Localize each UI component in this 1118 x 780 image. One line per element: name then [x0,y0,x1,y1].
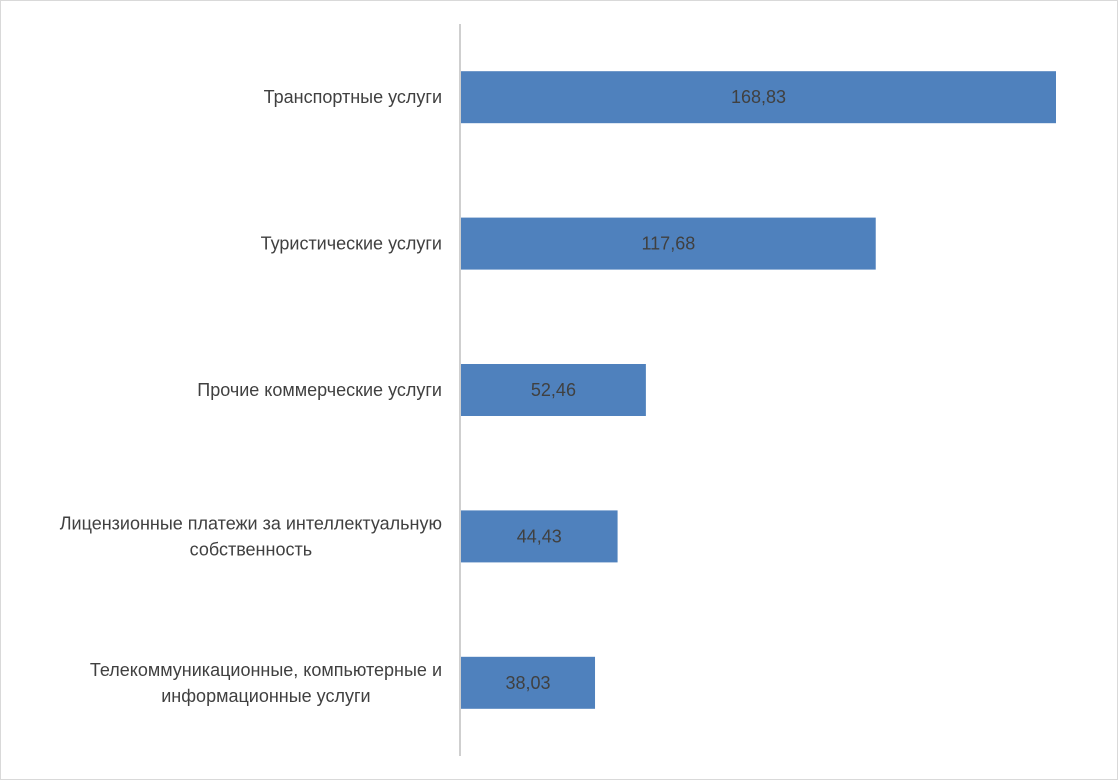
data-label-1: 117,68 [642,234,696,254]
bar-0 [461,71,1056,124]
bar-3 [461,510,618,563]
category-label-1: Туристические услуги [261,234,442,254]
bar-4 [461,656,596,709]
data-label-3: 44,43 [517,526,562,546]
category-label-2: Прочие коммерческие услуги [197,380,442,400]
bar-2 [461,364,646,416]
category-label-4-line-0: Телекоммуникационные, компьютерные и [90,660,442,680]
category-label-4: Телекоммуникационные, компьютерные и инфо… [90,660,442,706]
category-label-3: Лицензионные платежи за интеллектуальную… [60,513,442,559]
data-label-0: 168,83 [731,87,786,107]
category-label-4-line-1: информационные услуги [161,686,370,706]
category-label-3-line-1: собственность [190,539,312,559]
data-label-4: 38,03 [505,673,550,693]
category-label-1-line-0: Туристические услуги [261,234,442,254]
category-label-3-line-0: Лицензионные платежи за интеллектуальную [60,513,442,533]
category-label-0: Транспортные услуги [264,87,442,107]
category-label-2-line-0: Прочие коммерческие услуги [197,380,442,400]
category-label-0-line-0: Транспортные услуги [264,87,442,107]
bar-1 [461,217,876,270]
data-label-2: 52,46 [531,380,576,400]
